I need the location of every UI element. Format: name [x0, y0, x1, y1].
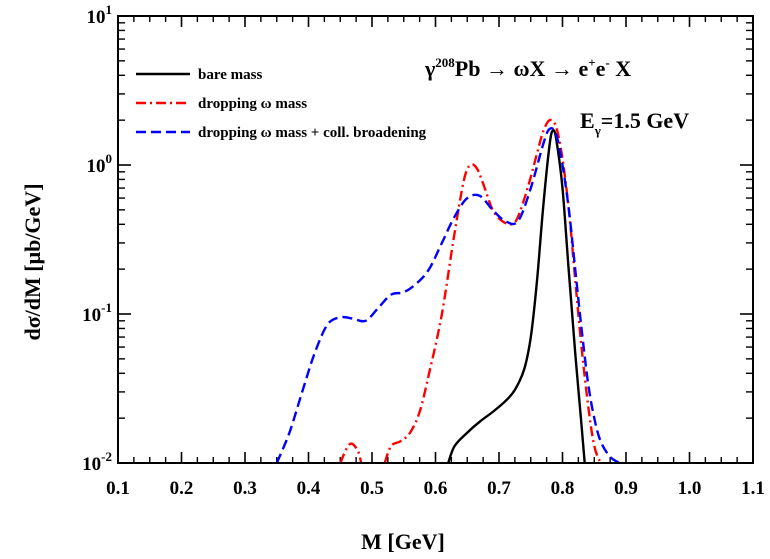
x-tick-label: 0.3 [233, 478, 257, 499]
series-line-3 [275, 127, 621, 463]
x-tick-label: 0.4 [297, 478, 321, 499]
x-tick-label: 0.8 [551, 478, 575, 499]
x-axis-label: M [GeV] [361, 529, 445, 554]
y-tick-label: 100 [87, 151, 113, 177]
x-tick-label: 0.1 [106, 478, 130, 499]
series-line-2 [339, 442, 363, 463]
energy-annotation: Eγ=1.5 GeV [580, 108, 689, 138]
series-line-1 [447, 129, 586, 463]
y-tick-label: 101 [87, 2, 113, 28]
y-tick-label: 10-2 [82, 449, 112, 475]
x-tick-label: 0.6 [424, 478, 448, 499]
legend: bare mass dropping ω mass dropping ω mass … [136, 67, 427, 141]
legend-label: dropping ω mass + coll. broadening [198, 125, 427, 141]
y-axis-label: dσ/dM [μb/GeV] [20, 183, 45, 340]
x-tick-label: 0.5 [360, 478, 384, 499]
plot-frame [117, 15, 754, 464]
y-tick-label: 10-1 [82, 300, 112, 326]
plot-area [275, 118, 621, 463]
x-tick-label: 0.7 [487, 478, 511, 499]
legend-label: dropping ω mass [198, 96, 307, 112]
series-line-2 [383, 118, 602, 463]
x-tick-label: 0.2 [170, 478, 194, 499]
x-tick-label: 1.0 [678, 478, 702, 499]
reaction-annotation: γ208Pb → ωX → e+e- X [424, 55, 631, 81]
axis-ticks [117, 15, 754, 464]
tick-labels: 0.1 0.2 0.3 0.4 0.5 0.6 0.7 0.8 0.9 1.0 1.1 10-2 10-… [82, 2, 765, 499]
x-tick-label: 0.9 [614, 478, 638, 499]
legend-label: bare mass [198, 67, 262, 83]
x-tick-label: 1.1 [741, 478, 765, 499]
